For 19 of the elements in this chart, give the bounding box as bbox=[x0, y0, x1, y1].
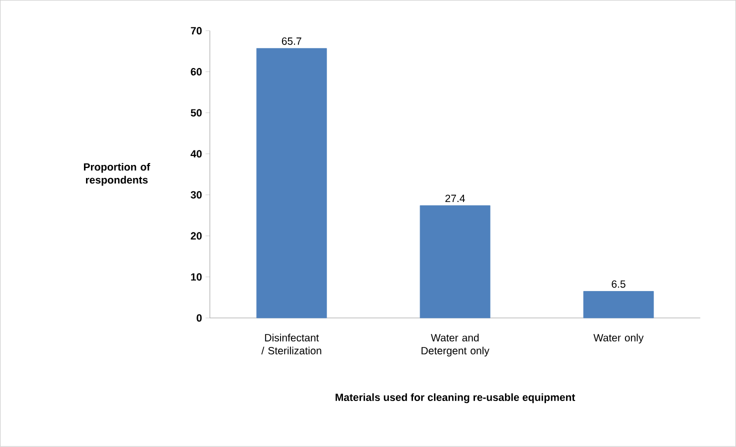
data-label: 6.5 bbox=[612, 280, 626, 288]
bar bbox=[256, 48, 327, 318]
y-tick-label: 0 bbox=[196, 314, 202, 322]
x-tick-label: Disinfectant / Sterilization bbox=[261, 334, 322, 355]
x-axis-title: Materials used for cleaning re-usable equipment bbox=[336, 393, 576, 404]
y-tick-label: 30 bbox=[190, 191, 202, 199]
y-tick-label: 50 bbox=[190, 109, 202, 117]
y-tick-label: 70 bbox=[190, 27, 202, 35]
x-tick-label: Water and Detergent only bbox=[422, 334, 490, 357]
y-tick-label: 60 bbox=[190, 68, 202, 76]
y-tick-label: 40 bbox=[190, 150, 202, 158]
y-axis-title: Proportion of respondents bbox=[84, 163, 150, 186]
y-tick-label: 10 bbox=[191, 273, 202, 281]
data-label: 65.7 bbox=[282, 38, 302, 45]
x-tick-label: Water only bbox=[593, 334, 644, 344]
data-label: 27.4 bbox=[445, 194, 465, 202]
y-tick-label: 20 bbox=[190, 232, 202, 240]
bar bbox=[583, 291, 654, 318]
bar bbox=[420, 205, 490, 318]
